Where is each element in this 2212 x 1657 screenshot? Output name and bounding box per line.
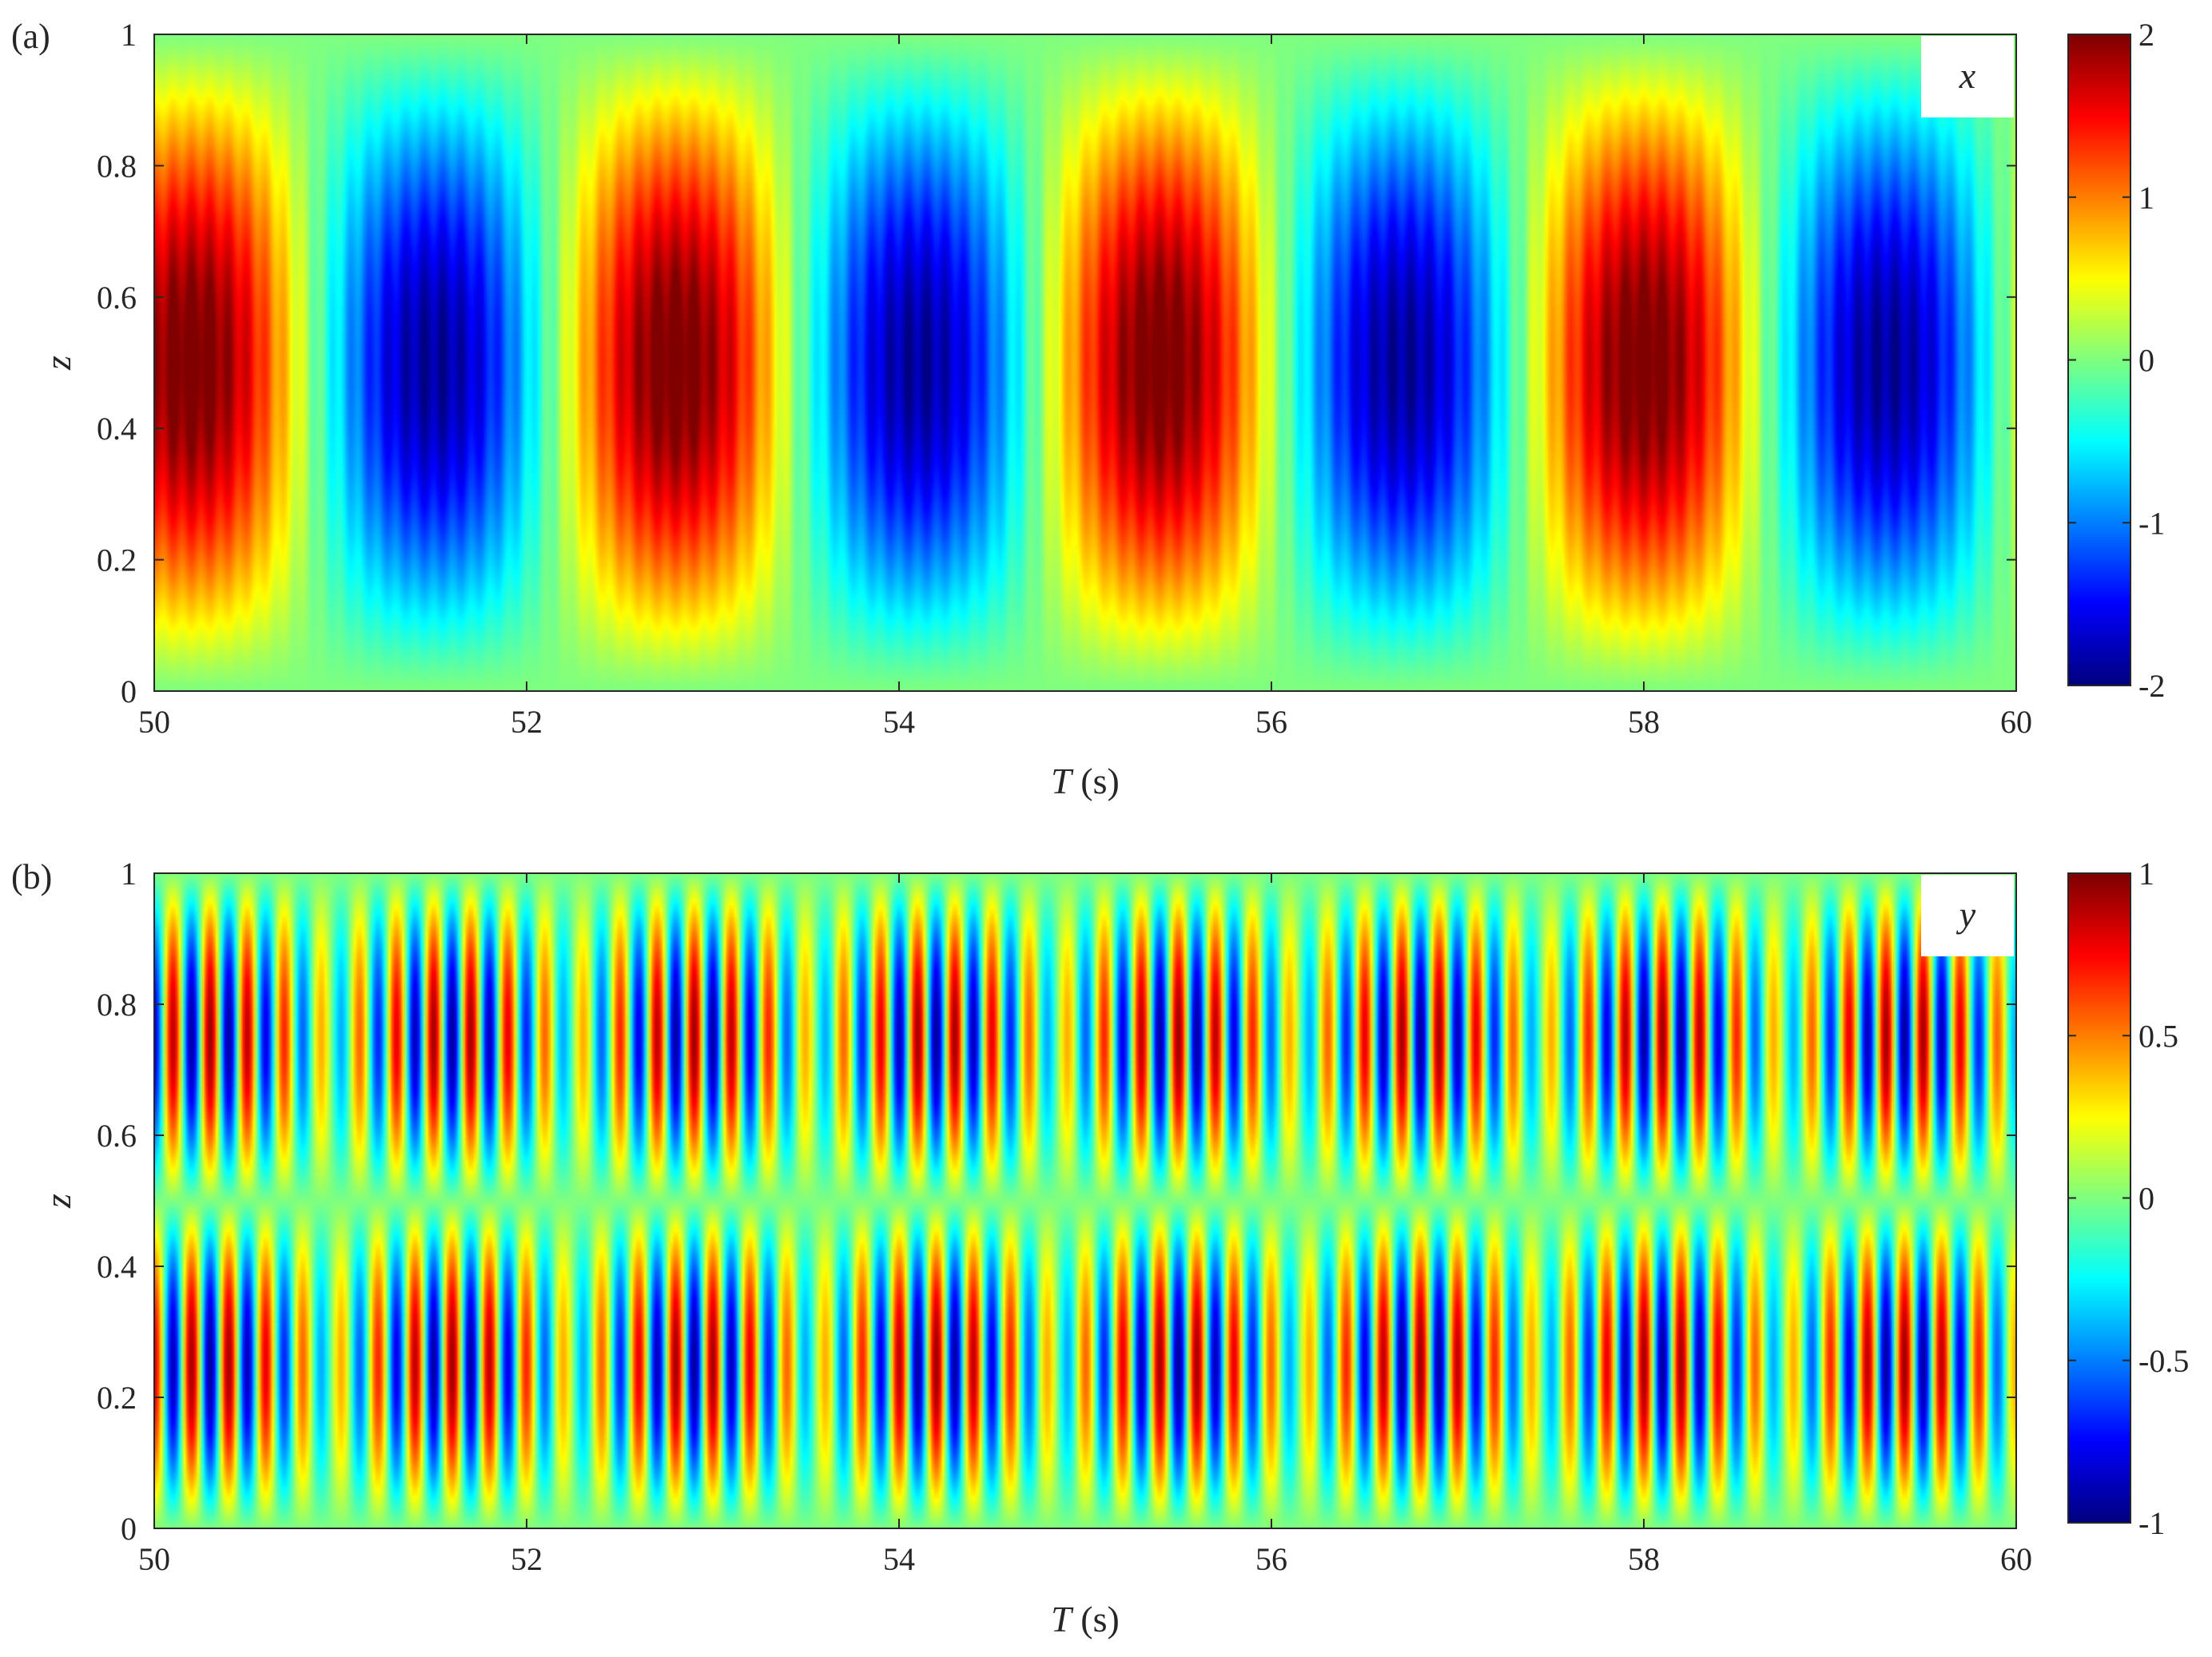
x-tick-label: 58 bbox=[1628, 1541, 1660, 1577]
variable-label-a: x bbox=[1959, 55, 1976, 96]
x-axis-b: 50 52 54 56 58 60 bbox=[138, 873, 2032, 1577]
heatmap-a bbox=[154, 34, 2016, 691]
x-tick-label: 60 bbox=[2000, 1541, 2032, 1577]
panel-b-label: (b) bbox=[11, 857, 52, 896]
y-tick-label: 0.8 bbox=[97, 148, 137, 184]
x-tick-label: 60 bbox=[2000, 704, 2032, 740]
y-tick-label: 0.2 bbox=[97, 1380, 137, 1416]
y-tick-label: 0.4 bbox=[97, 1249, 137, 1285]
x-tick-label: 50 bbox=[138, 704, 170, 740]
y-tick-label: 0 bbox=[121, 1511, 137, 1547]
x-axis-label-b: T (s) bbox=[1051, 1599, 1120, 1639]
y-tick-label: 0.6 bbox=[97, 1118, 137, 1154]
colorbar-tick-label: -0.5 bbox=[2138, 1343, 2189, 1379]
x-tick-label: 54 bbox=[883, 704, 915, 740]
colorbar-ticks-a: -2 -1 0 1 2 bbox=[2068, 17, 2165, 704]
variable-box-a bbox=[1921, 36, 2014, 117]
colorbar-b bbox=[2068, 873, 2130, 1523]
colorbar-tick-label: 0.5 bbox=[2138, 1018, 2178, 1054]
y-axis-label-a: z bbox=[38, 356, 78, 371]
plot-frame-b bbox=[153, 872, 2017, 1529]
x-tick-label: 56 bbox=[1255, 1541, 1287, 1577]
x-tick-label: 52 bbox=[511, 1541, 543, 1577]
variable-label-b: y bbox=[1956, 894, 1976, 935]
y-tick-label: 1 bbox=[121, 17, 137, 53]
x-tick-label: 50 bbox=[138, 1541, 170, 1577]
x-tick-label: 54 bbox=[883, 1541, 915, 1577]
colorbar-tick-label: 0 bbox=[2138, 1181, 2154, 1217]
variable-box-b bbox=[1921, 875, 2014, 956]
x-tick-label: 56 bbox=[1255, 704, 1287, 740]
colorbar-tick-label: -1 bbox=[2138, 1505, 2165, 1541]
colorbar-a bbox=[2068, 34, 2130, 685]
colorbar-ticks-b: -1 -0.5 0 0.5 1 bbox=[2068, 856, 2189, 1541]
colorbar-tick-label: 1 bbox=[2138, 180, 2154, 216]
plot-frame-a bbox=[153, 34, 2017, 692]
y-tick-label: 0.6 bbox=[97, 280, 137, 316]
panel-a: (a) 50 52 54 56 58 60 00.20.40.60.81 T (s) z … bbox=[11, 17, 2165, 801]
y-tick-label: 0.8 bbox=[97, 987, 137, 1023]
x-tick-label: 52 bbox=[511, 704, 543, 740]
y-axis-label-b: z bbox=[38, 1194, 78, 1209]
y-tick-label: 0.4 bbox=[97, 411, 137, 447]
colorbar-tick-label: 0 bbox=[2138, 343, 2154, 379]
y-axis-b: 0 0.2 0.4 0.6 0.8 1 bbox=[97, 856, 2016, 1547]
colorbar-tick-label: -1 bbox=[2138, 505, 2165, 541]
y-axis-a: 0 0.2 0.4 0.6 0.8 1 bbox=[97, 17, 2016, 709]
heatmap-b bbox=[154, 873, 2016, 1528]
y-tick-label: 0.2 bbox=[97, 542, 137, 578]
x-tick-label: 58 bbox=[1628, 704, 1660, 740]
x-axis-label-a: T (s) bbox=[1051, 761, 1120, 801]
colorbar-tick-label: 2 bbox=[2138, 17, 2154, 53]
colorbar-tick-label: -2 bbox=[2138, 668, 2165, 704]
colorbar-tick-label: 1 bbox=[2138, 856, 2154, 892]
panel-b: (b) 50 52 54 56 58 60 00.20.40.60.81 T (s) z … bbox=[11, 856, 2189, 1639]
y-tick-label: 1 bbox=[121, 856, 137, 892]
panel-a-label: (a) bbox=[11, 17, 50, 56]
y-tick-label: 0 bbox=[121, 674, 137, 709]
x-axis-a: 50 52 54 56 58 60 bbox=[138, 34, 2032, 740]
